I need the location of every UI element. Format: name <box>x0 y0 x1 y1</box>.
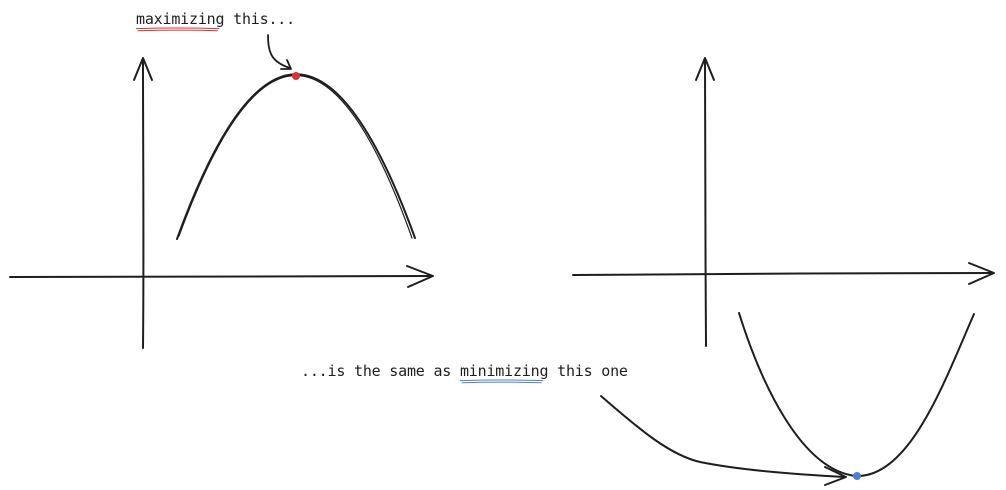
min-annotation-arrow <box>600 395 846 478</box>
left-x-axis <box>9 275 433 278</box>
left-plot <box>9 34 434 349</box>
maximizing-highlight: maximizing <box>135 10 225 32</box>
right-y-axis <box>704 59 707 347</box>
min-annotation-arrowhead <box>824 466 847 486</box>
minimizing-suffix: this one <box>548 362 628 380</box>
right-x-axis-arrowhead <box>968 262 995 285</box>
right-x-axis <box>572 272 994 276</box>
minimum-point-marker <box>853 472 861 480</box>
max-annotation-arrowhead <box>280 59 292 70</box>
maximizing-rest: this... <box>224 10 295 28</box>
minimizing-word: minimizing <box>459 362 549 380</box>
left-x-axis-arrowhead <box>406 265 434 288</box>
minimizing-annotation: ...is the same as minimizing this one <box>301 362 628 384</box>
max-annotation-arrow <box>267 34 291 69</box>
maximizing-word: maximizing <box>136 10 225 28</box>
minimizing-prefix: ...is the same as <box>301 362 460 380</box>
right-plot <box>572 57 995 486</box>
maximizing-annotation: maximizing this... <box>135 10 295 32</box>
right-y-axis-arrowhead <box>695 57 715 81</box>
minimizing-underline <box>459 379 544 384</box>
maximum-point-marker <box>292 72 300 80</box>
maximizing-underline <box>135 27 220 32</box>
concave-curve-overstroke <box>178 74 413 239</box>
left-y-axis-arrowhead <box>133 57 153 81</box>
convex-curve <box>738 312 975 478</box>
minimizing-highlight: minimizing <box>459 362 549 384</box>
